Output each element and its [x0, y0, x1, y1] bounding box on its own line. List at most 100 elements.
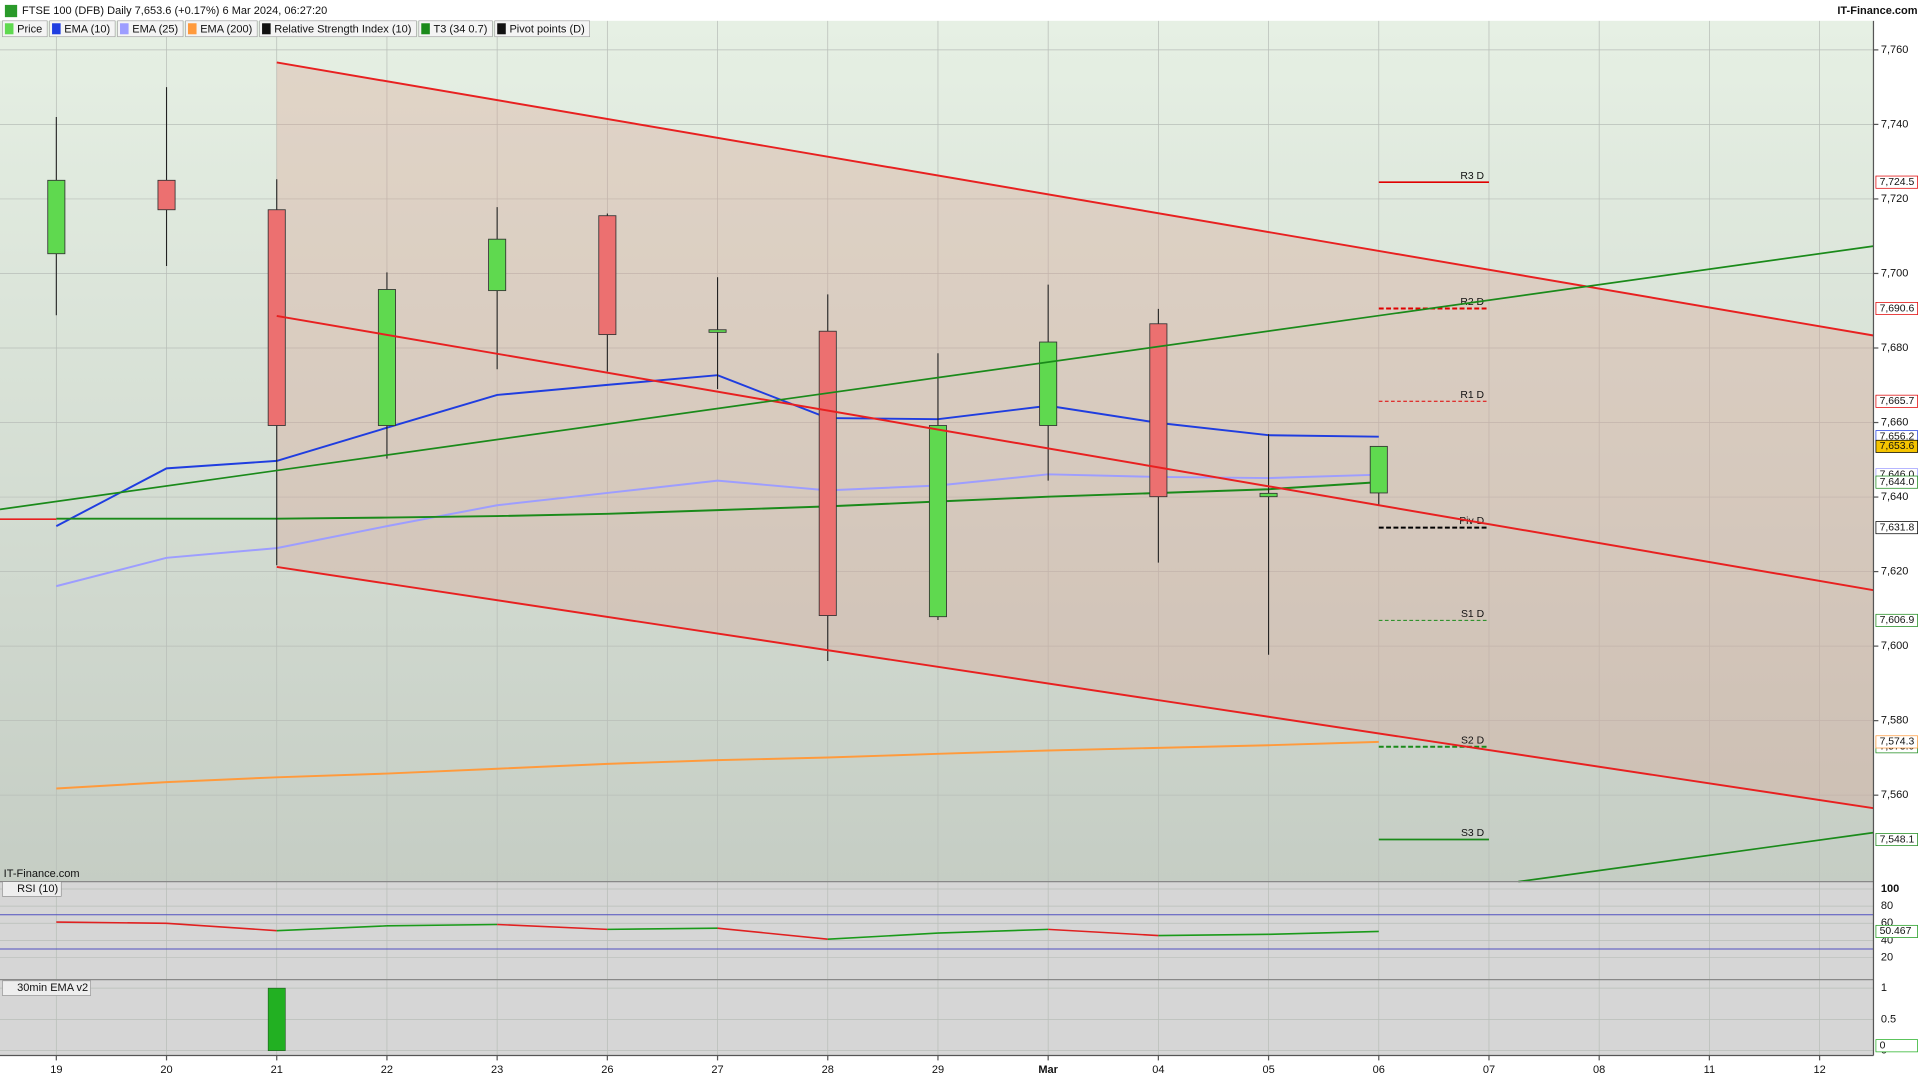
x-tick-label: 07 — [1483, 1064, 1495, 1076]
price-tag-label: 7,574.3 — [1880, 737, 1915, 748]
price-tag-label: 7,644.0 — [1880, 477, 1915, 488]
pivot-label: R1 D — [1460, 390, 1484, 401]
indicator-panels — [0, 881, 1874, 1056]
y-tick-label: 20 — [1881, 951, 1893, 963]
x-tick-label: 29 — [932, 1064, 944, 1076]
y-tick-label: 7,680 — [1881, 342, 1909, 354]
x-tick-label: 08 — [1593, 1064, 1605, 1076]
header: FTSE 100 (DFB) Daily 7,653.6 (+0.17%) 6 … — [2, 4, 1918, 996]
legend-label: EMA (25) — [132, 23, 178, 35]
y-tick-label: 7,620 — [1881, 565, 1909, 577]
channel-fill — [276, 62, 1874, 809]
legend-label: Price — [17, 23, 42, 35]
y-tick-label: 80 — [1881, 900, 1893, 912]
y-tick-label: 7,760 — [1881, 44, 1909, 56]
x-tick-label: 12 — [1813, 1064, 1825, 1076]
legend-swatch — [421, 23, 430, 35]
legend-item — [185, 20, 258, 38]
legend-swatch — [120, 23, 129, 35]
candle-body — [1259, 492, 1278, 498]
legend-swatch — [4, 23, 14, 35]
rsi-segment — [1048, 928, 1159, 937]
y-tick-label: 7,560 — [1881, 789, 1909, 801]
x-tick-label: 27 — [711, 1064, 723, 1076]
y-tick-label: 7,600 — [1881, 640, 1909, 652]
y-tick-label: 7,700 — [1881, 267, 1909, 279]
x-tick-label: 04 — [1152, 1064, 1164, 1076]
price-tag-label: 7,631.8 — [1880, 522, 1915, 533]
panel-label-box — [2, 881, 62, 897]
x-tick-label: 22 — [381, 1064, 393, 1076]
pivot-label: S3 D — [1461, 828, 1484, 839]
x-tick-label: 28 — [822, 1064, 834, 1076]
price-tag-label: 7,665.7 — [1880, 396, 1915, 407]
watermark: IT-Finance.com — [4, 868, 80, 880]
candle-body — [1039, 341, 1058, 426]
price-tag — [1875, 439, 1918, 453]
price-tag-label: 7,656.2 — [1880, 431, 1915, 442]
trend-line — [276, 314, 1874, 592]
legend: Price EMA (10) EMA (25) EMA (200) Relative S… — [2, 20, 590, 38]
price-tag — [1875, 735, 1918, 749]
price-tag — [1875, 521, 1918, 535]
rsi-segment — [166, 922, 277, 932]
legend-swatch — [262, 23, 271, 35]
panel-label: RSI (10) — [17, 883, 58, 895]
y-tick-label: 0.5 — [1881, 1013, 1896, 1025]
rsi-segment — [497, 923, 608, 931]
price-tag-label: 7,646.0 — [1880, 469, 1915, 480]
x-tick-label: 11 — [1704, 1064, 1715, 1076]
x-tick-label: 21 — [271, 1064, 283, 1076]
price-tag-label: 7,724.5 — [1880, 177, 1915, 188]
candle-body — [488, 238, 507, 292]
legend-label: EMA (10) — [64, 23, 110, 35]
price-tag-label: 0 — [1880, 1040, 1886, 1051]
line-series — [56, 740, 1379, 790]
candle-body — [708, 329, 727, 333]
ema-v2-bar — [267, 987, 286, 1051]
source: IT-Finance.com — [1837, 5, 1917, 17]
pivot-label: R3 D — [1460, 171, 1484, 182]
trend-line — [0, 245, 1874, 511]
price-tag-label: 50.467 — [1880, 926, 1912, 937]
x-tick-label: 06 — [1373, 1064, 1385, 1076]
price-tag-label: 7,606.9 — [1880, 615, 1915, 626]
y-tick-label: 100 — [1881, 883, 1899, 895]
y-tick-label: 7,660 — [1881, 416, 1909, 428]
candle-body — [157, 179, 176, 211]
pivot-label: S2 D — [1461, 735, 1484, 746]
plot: R3 DR2 DR1 DPiv DS1 DS2 DS3 D7,724.57,69… — [0, 87, 1918, 1053]
legend-item — [117, 20, 184, 38]
y-tick-label: 7,740 — [1881, 118, 1909, 130]
x-tick-label: 23 — [491, 1064, 503, 1076]
x-tick-label: 26 — [601, 1064, 613, 1076]
rsi-segment — [1268, 930, 1379, 936]
legend-item — [494, 20, 590, 38]
rsi-segment — [276, 925, 387, 932]
y-tick-label: 7,720 — [1881, 193, 1909, 205]
price-tag — [1875, 924, 1918, 938]
y-tick-label: 1 — [1881, 982, 1887, 994]
candle-body — [1149, 323, 1168, 498]
x-tick-label: 05 — [1262, 1064, 1274, 1076]
rsi-segment — [56, 921, 167, 925]
trend-line — [1518, 831, 1874, 883]
candle-body — [928, 425, 947, 618]
legend-item — [49, 20, 116, 38]
rsi-segment — [827, 932, 939, 941]
y-tick-label: 60 — [1881, 917, 1893, 929]
rsi-segment — [607, 927, 718, 931]
candle-body — [377, 289, 396, 426]
legend-label: T3 (34 0.7) — [434, 23, 488, 35]
logo — [4, 4, 18, 18]
x-tick-label: Mar — [1038, 1064, 1058, 1076]
price-tag — [1875, 175, 1918, 189]
legend-item — [2, 20, 48, 38]
legend-swatch — [497, 23, 506, 35]
y-tick-label: 7,640 — [1881, 491, 1909, 503]
trend-line — [276, 565, 1874, 810]
price-tag — [1875, 302, 1918, 315]
price-tag — [1875, 394, 1918, 408]
rsi-segment — [1158, 933, 1269, 937]
